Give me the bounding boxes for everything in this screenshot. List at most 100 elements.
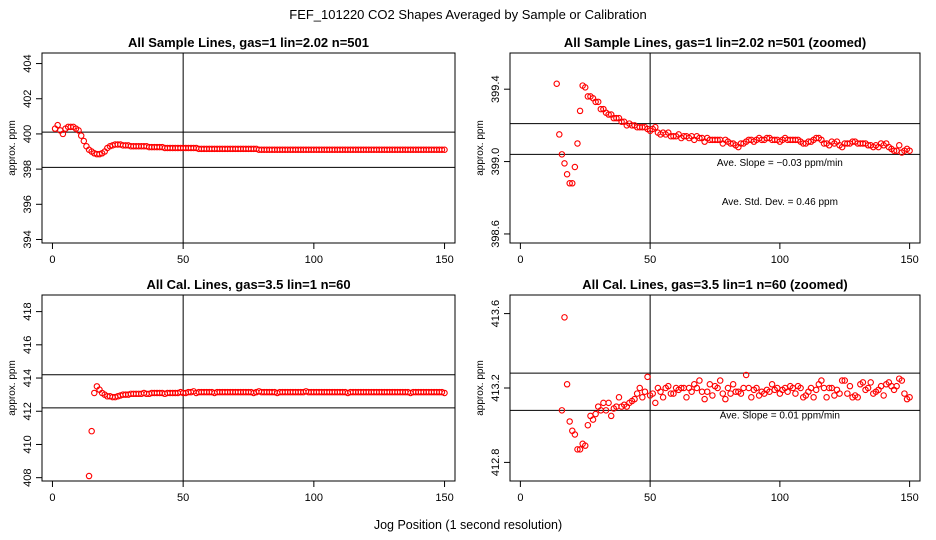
data-point bbox=[553, 80, 560, 88]
data-point bbox=[768, 381, 776, 388]
data-point bbox=[714, 384, 721, 392]
data-point bbox=[719, 390, 727, 397]
figure-xlabel: Jog Position (1 second resolution) bbox=[374, 518, 562, 532]
data-point bbox=[696, 377, 703, 384]
data-point bbox=[701, 395, 708, 403]
data-point bbox=[709, 392, 716, 399]
data-point bbox=[566, 180, 573, 187]
data-point bbox=[556, 131, 563, 138]
y-axis-label: approx. ppm bbox=[7, 360, 18, 416]
x-tick-label: 50 bbox=[644, 492, 656, 504]
y-tick-label: 410 bbox=[22, 435, 34, 453]
data-point bbox=[724, 384, 732, 392]
data-point bbox=[576, 107, 584, 115]
data-point bbox=[85, 472, 93, 480]
data-point bbox=[812, 386, 820, 394]
data-point bbox=[836, 390, 843, 397]
data-point bbox=[906, 394, 913, 401]
data-point bbox=[582, 442, 589, 449]
x-tick-label: 150 bbox=[435, 254, 453, 266]
y-tick-label: 418 bbox=[22, 302, 34, 320]
plot-frame bbox=[509, 52, 921, 244]
data-point bbox=[864, 384, 872, 392]
data-point bbox=[569, 180, 576, 187]
data-point bbox=[714, 136, 721, 144]
data-point bbox=[88, 427, 95, 435]
data-point bbox=[59, 130, 67, 138]
x-tick-label: 100 bbox=[771, 492, 789, 504]
data-point bbox=[91, 389, 98, 397]
x-tick-label: 150 bbox=[900, 492, 918, 504]
data-point bbox=[859, 379, 867, 386]
x-tick-label: 50 bbox=[177, 254, 189, 266]
x-tick-label: 150 bbox=[900, 254, 918, 266]
y-tick-label: 396 bbox=[22, 195, 34, 213]
y-tick-label: 404 bbox=[22, 54, 34, 72]
data-point bbox=[582, 84, 589, 91]
y-tick-label: 400 bbox=[22, 125, 34, 143]
y-tick-label: 408 bbox=[22, 468, 34, 486]
data-point bbox=[77, 132, 85, 139]
data-point bbox=[838, 377, 846, 384]
data-point bbox=[54, 121, 61, 129]
data-point bbox=[696, 134, 703, 142]
data-point bbox=[607, 412, 615, 420]
y-tick-label: 414 bbox=[22, 369, 34, 387]
y-tick-label: 413.2 bbox=[490, 374, 502, 402]
data-point bbox=[722, 395, 729, 403]
chart-panel-3: All Cal. Lines, gas=3.5 lin=1 n=60 0 50 100… bbox=[7, 277, 456, 504]
x-tick-label: 100 bbox=[305, 492, 323, 504]
data-point bbox=[602, 407, 610, 414]
x-tick-label: 50 bbox=[644, 254, 656, 266]
x-tick-label: 0 bbox=[517, 254, 523, 266]
data-point bbox=[649, 390, 656, 397]
y-axis-label: approx. ppm bbox=[475, 360, 486, 416]
data-point bbox=[639, 394, 646, 401]
x-tick-label: 100 bbox=[771, 254, 789, 266]
y-axis-label: approx. ppm bbox=[475, 120, 486, 176]
data-point bbox=[652, 399, 659, 407]
data-point bbox=[631, 395, 638, 403]
data-point bbox=[659, 394, 667, 401]
data-point bbox=[558, 407, 566, 414]
y-tick-label: 399.0 bbox=[490, 148, 502, 176]
data-point bbox=[576, 446, 584, 453]
data-point bbox=[784, 388, 791, 395]
data-point bbox=[792, 390, 799, 397]
data-point bbox=[753, 384, 760, 392]
x-tick-label: 0 bbox=[49, 492, 55, 504]
y-tick-label: 398 bbox=[22, 160, 34, 178]
data-point bbox=[667, 390, 675, 397]
data-point bbox=[563, 381, 571, 388]
chart-panel-1: All Sample Lines, gas=1 lin=2.02 n=501 0 5… bbox=[7, 35, 456, 266]
data-point bbox=[561, 160, 568, 167]
data-point bbox=[633, 390, 641, 397]
annotation-text: Ave. Slope = −0.03 ppm/min bbox=[717, 158, 843, 169]
data-point bbox=[574, 140, 581, 147]
data-point bbox=[683, 394, 690, 401]
data-point bbox=[592, 410, 599, 418]
data-point bbox=[810, 394, 817, 401]
data-point bbox=[670, 390, 677, 397]
x-tick-label: 0 bbox=[49, 254, 55, 266]
data-point bbox=[703, 388, 711, 395]
x-tick-label: 0 bbox=[517, 492, 523, 504]
data-point bbox=[441, 146, 448, 154]
data-point bbox=[613, 114, 620, 122]
chart-panel-4: All Cal. Lines, gas=3.5 lin=1 n=60 (zoom… bbox=[475, 277, 921, 504]
x-tick-label: 100 bbox=[305, 254, 323, 266]
data-point bbox=[818, 377, 825, 384]
annotation-text: Ave. Slope = 0.01 ppm/min bbox=[720, 411, 840, 422]
data-point bbox=[895, 142, 903, 149]
y-tick-label: 416 bbox=[22, 336, 34, 354]
data-point bbox=[80, 137, 88, 145]
y-tick-label: 412.8 bbox=[490, 449, 502, 477]
y-tick-label: 399.4 bbox=[490, 75, 502, 103]
annotation-text: Ave. Std. Dev. = 0.46 ppm bbox=[722, 197, 838, 208]
data-point bbox=[644, 373, 651, 381]
data-point bbox=[748, 394, 755, 401]
data-point bbox=[729, 381, 737, 388]
y-tick-label: 402 bbox=[22, 90, 34, 108]
